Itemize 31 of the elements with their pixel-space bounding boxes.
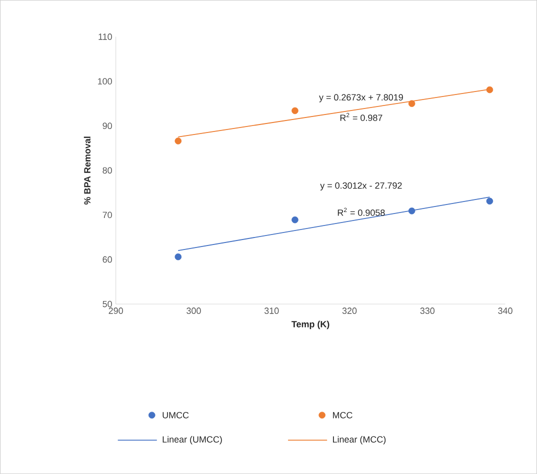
x-tick-label: 320 [342,308,357,314]
y-tick-label: 70 [102,212,112,218]
point [292,216,298,224]
annotation: y = 0.3012x - 27.792 [320,182,402,191]
point [408,208,416,214]
point [486,198,494,205]
x-tick-label: 310 [264,308,279,314]
y-tick-label: 80 [102,167,112,174]
legend-label: UMCC [162,412,189,418]
x-tick-label: 330 [420,308,435,314]
point [174,138,182,144]
x-axis-title: Temp (K) [292,320,330,330]
y-tick-label: 100 [98,78,112,85]
y-tick-label: 60 [102,256,112,263]
y-tick-label: 110 [98,34,112,40]
legend-label: Linear (MCC) [333,436,386,444]
point [486,86,494,94]
point [408,100,416,107]
annotation: R$^{2}$ = 0.9058 [338,208,385,216]
annotation: R$^{2}$ = 0.987 [340,112,382,122]
x-tick-label: 300 [186,308,201,314]
annotation: y = 0.2673x + 7.8019 [319,94,403,102]
legend-label: MCC [333,412,352,418]
legend-label: Linear (UMCC) [162,436,222,444]
y-tick-label: 90 [102,122,112,130]
point [174,253,182,260]
y-tick-label: 50 [102,300,112,308]
x-tick-label: 290 [108,308,123,314]
x-tick-label: 340 [498,308,512,314]
y-axis-title: % BPA Removal [84,136,90,205]
point [292,107,298,114]
